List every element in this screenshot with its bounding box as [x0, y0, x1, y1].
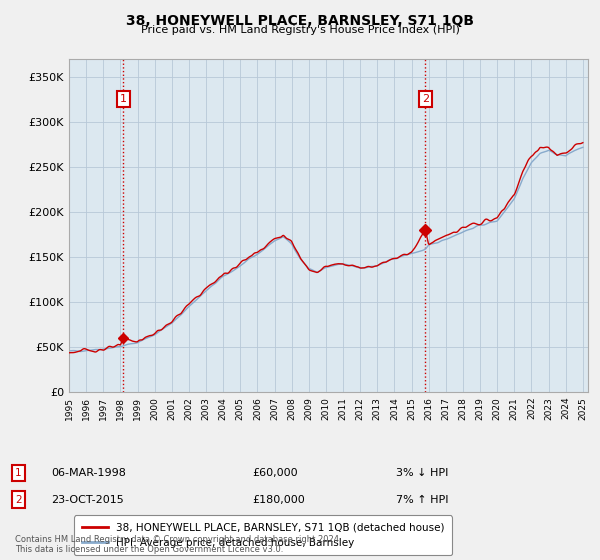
Text: 2: 2 [15, 494, 22, 505]
Text: 38, HONEYWELL PLACE, BARNSLEY, S71 1QB: 38, HONEYWELL PLACE, BARNSLEY, S71 1QB [126, 14, 474, 28]
Text: 1: 1 [15, 468, 22, 478]
Text: 3% ↓ HPI: 3% ↓ HPI [396, 468, 448, 478]
Text: 2: 2 [422, 94, 429, 104]
Text: Price paid vs. HM Land Registry's House Price Index (HPI): Price paid vs. HM Land Registry's House … [140, 25, 460, 35]
Text: 7% ↑ HPI: 7% ↑ HPI [396, 494, 449, 505]
Text: £60,000: £60,000 [252, 468, 298, 478]
Text: Contains HM Land Registry data © Crown copyright and database right 2024.
This d: Contains HM Land Registry data © Crown c… [15, 535, 341, 554]
Text: £180,000: £180,000 [252, 494, 305, 505]
Text: 23-OCT-2015: 23-OCT-2015 [51, 494, 124, 505]
Legend: 38, HONEYWELL PLACE, BARNSLEY, S71 1QB (detached house), HPI: Average price, det: 38, HONEYWELL PLACE, BARNSLEY, S71 1QB (… [74, 516, 452, 556]
Text: 1: 1 [120, 94, 127, 104]
Text: 06-MAR-1998: 06-MAR-1998 [51, 468, 126, 478]
